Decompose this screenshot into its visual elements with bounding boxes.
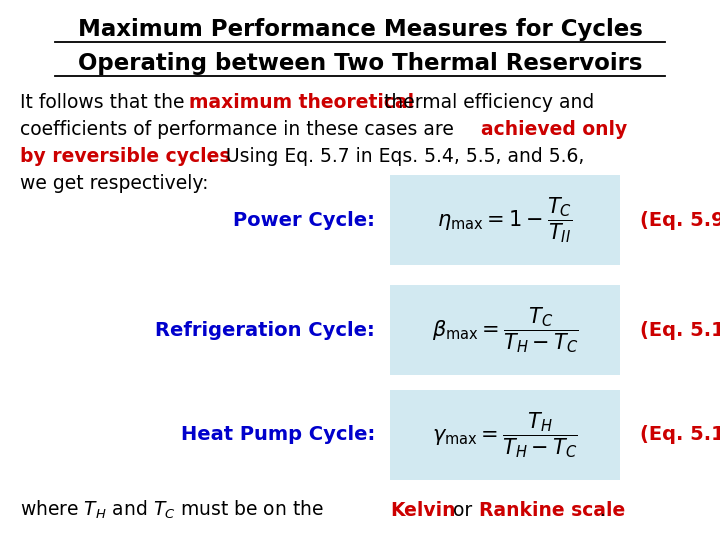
Text: Maximum Performance Measures for Cycles: Maximum Performance Measures for Cycles — [78, 18, 642, 41]
Text: (Eq. 5.9): (Eq. 5.9) — [640, 211, 720, 229]
Text: by reversible cycles: by reversible cycles — [20, 147, 230, 166]
Text: Operating between Two Thermal Reservoirs: Operating between Two Thermal Reservoirs — [78, 52, 642, 75]
Text: coefficients of performance in these cases are: coefficients of performance in these cas… — [20, 120, 460, 139]
Text: where $T_H$ and $T_C$ must be on the: where $T_H$ and $T_C$ must be on the — [20, 499, 325, 521]
Text: thermal efficiency and: thermal efficiency and — [378, 93, 594, 112]
Text: .  Using Eq. 5.7 in Eqs. 5.4, 5.5, and 5.6,: . Using Eq. 5.7 in Eqs. 5.4, 5.5, and 5.… — [208, 147, 585, 166]
Text: achieved only: achieved only — [481, 120, 627, 139]
Text: we get respectively:: we get respectively: — [20, 174, 209, 193]
FancyBboxPatch shape — [390, 175, 620, 265]
Text: It follows that the: It follows that the — [20, 93, 191, 112]
Text: Rankine scale: Rankine scale — [479, 501, 625, 519]
Text: $\beta_{\mathrm{max}} =\dfrac{T_C}{T_H - T_C}$: $\beta_{\mathrm{max}} =\dfrac{T_C}{T_H -… — [431, 305, 578, 355]
Text: .: . — [600, 501, 606, 519]
Text: Power Cycle:: Power Cycle: — [233, 211, 375, 229]
Text: Refrigeration Cycle:: Refrigeration Cycle: — [156, 321, 375, 340]
Text: Heat Pump Cycle:: Heat Pump Cycle: — [181, 426, 375, 444]
FancyBboxPatch shape — [390, 390, 620, 480]
Text: maximum theoretical: maximum theoretical — [189, 93, 414, 112]
Text: or: or — [447, 501, 478, 519]
FancyBboxPatch shape — [390, 285, 620, 375]
Text: $\gamma_{\mathrm{max}} =\dfrac{T_H}{T_H - T_C}$: $\gamma_{\mathrm{max}} =\dfrac{T_H}{T_H … — [432, 410, 578, 460]
Text: Kelvin: Kelvin — [390, 501, 456, 519]
Text: (Eq. 5.11): (Eq. 5.11) — [640, 426, 720, 444]
Text: $\eta_{\mathrm{max}} =1-\dfrac{T_C}{T_{II}}$: $\eta_{\mathrm{max}} =1-\dfrac{T_C}{T_{I… — [437, 195, 573, 245]
Text: (Eq. 5.10): (Eq. 5.10) — [640, 321, 720, 340]
